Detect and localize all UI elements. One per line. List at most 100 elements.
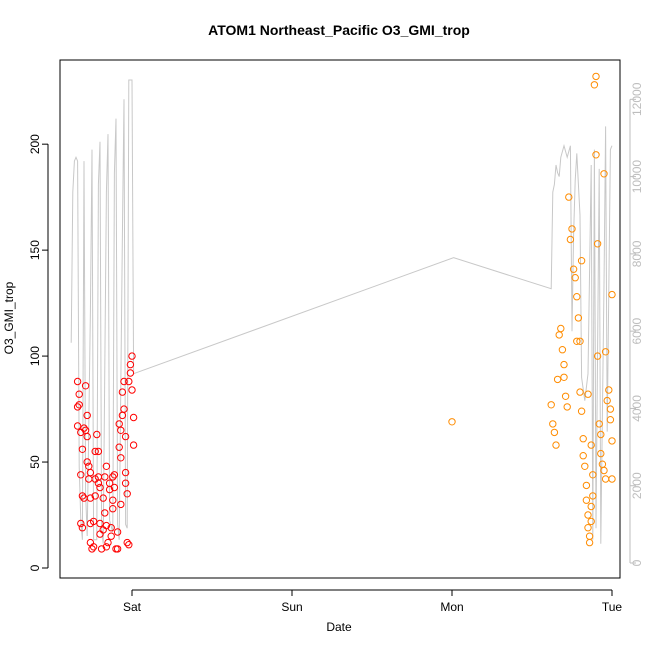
x-tick-label: Sat	[123, 600, 142, 614]
y-tick-label: 100	[28, 346, 42, 366]
data-points	[73, 72, 616, 553]
data-point-series-1	[94, 479, 103, 487]
data-point-series-1	[104, 538, 112, 547]
right-axis-line	[70, 79, 613, 544]
data-point-series-2	[600, 466, 608, 475]
data-point-series-1	[128, 386, 136, 394]
data-point-series-2	[557, 324, 565, 333]
data-point-series-1	[109, 505, 117, 513]
data-point-series-2	[589, 492, 597, 500]
data-point-series-2	[568, 225, 576, 233]
data-point-series-2	[560, 373, 568, 381]
data-point-series-1	[78, 445, 87, 453]
data-point-series-1	[115, 443, 123, 451]
data-point-series-1	[89, 517, 98, 526]
data-point-series-2	[608, 475, 616, 483]
data-point-series-2	[553, 375, 562, 384]
data-point-series-1	[117, 426, 125, 434]
data-point-series-2	[566, 235, 575, 244]
data-point-series-1	[113, 528, 122, 536]
data-point-series-1	[101, 473, 109, 481]
data-point-series-1	[113, 545, 122, 553]
data-point-series-2	[593, 352, 602, 360]
x-tick-label: Mon	[440, 600, 463, 614]
data-point-series-1	[96, 483, 104, 492]
data-point-series-1	[81, 382, 90, 390]
data-point-series-1	[107, 524, 115, 532]
data-point-series-2	[585, 538, 594, 547]
data-point-series-2	[582, 481, 591, 490]
y-tick-label: 200	[28, 134, 42, 154]
data-point-series-2	[581, 462, 589, 470]
data-point-series-2	[587, 502, 595, 511]
data-point-series-1	[83, 458, 91, 466]
data-point-series-1	[101, 509, 109, 517]
y-tick-label-right: 8000	[630, 240, 644, 267]
data-point-series-1	[123, 490, 131, 498]
data-point-series-1	[120, 405, 128, 413]
data-point-series-2	[577, 407, 586, 415]
data-point-series-1	[85, 475, 93, 483]
y-tick-label-right: 0	[630, 559, 644, 566]
data-point-series-1	[86, 538, 95, 547]
data-point-series-2	[550, 428, 559, 437]
data-point-series-1	[94, 447, 103, 456]
data-point-series-1	[117, 500, 125, 509]
data-point-series-1	[126, 369, 135, 377]
data-point-series-1	[97, 545, 106, 553]
data-point-series-2	[593, 240, 602, 248]
data-point-series-1	[105, 485, 114, 494]
data-point-series-1	[73, 403, 82, 411]
data-point-series-2	[585, 532, 594, 540]
data-point-series-1	[85, 462, 93, 470]
data-point-series-2	[597, 430, 605, 439]
data-point-series-2	[573, 337, 581, 345]
y-tick-label-right: 2000	[630, 472, 644, 499]
data-point-series-1	[77, 471, 85, 479]
data-point-series-1	[125, 377, 133, 386]
data-point-series-1	[123, 538, 131, 547]
data-point-series-1	[109, 496, 117, 504]
data-point-series-2	[565, 193, 573, 201]
data-point-series-1	[126, 360, 135, 369]
data-point-series-2	[574, 314, 583, 322]
data-point-series-1	[110, 471, 119, 479]
y-tick-label: 50	[28, 455, 42, 469]
data-point-series-2	[560, 360, 568, 369]
chart-title: ATOM1 Northeast_Pacific O3_GMI_trop	[208, 22, 470, 38]
data-point-series-1	[121, 479, 130, 487]
data-point-series-2	[606, 416, 615, 424]
data-point-series-1	[102, 462, 111, 470]
y-axis-right: 0 2000 4000 6000 8000 10000 12000	[629, 82, 644, 566]
data-point-series-2	[590, 81, 599, 89]
data-point-series-2	[606, 405, 615, 413]
data-point-series-1	[77, 519, 85, 528]
data-point-series-1	[93, 430, 101, 439]
x-tick-label: Sun	[281, 600, 302, 614]
x-tick-label: Tue	[602, 600, 623, 614]
y-axis-label: O3_GMI_trop	[2, 281, 16, 354]
data-point-series-2	[601, 475, 610, 483]
data-point-series-2	[592, 151, 600, 159]
data-point-series-1	[91, 447, 99, 456]
y-tick-label-right: 4000	[630, 395, 644, 422]
data-point-series-2	[576, 337, 584, 345]
data-point-series-1	[73, 377, 82, 386]
data-point-series-1	[102, 543, 111, 551]
y-tick-label-right: 6000	[630, 317, 644, 344]
data-point-series-2	[601, 348, 610, 356]
data-point-series-2	[558, 346, 567, 354]
data-point-series-1	[73, 422, 82, 430]
data-point-series-1	[78, 524, 87, 532]
data-point-series-1	[121, 432, 130, 441]
data-point-series-2	[600, 170, 608, 178]
data-point-series-1	[102, 521, 111, 530]
data-point-series-2	[584, 511, 592, 519]
data-point-series-2	[576, 388, 584, 396]
data-point-series-2	[592, 72, 600, 81]
data-point-series-2	[603, 396, 611, 405]
data-point-series-1	[125, 541, 133, 549]
y-tick-label-right: 12000	[630, 82, 644, 116]
data-point-series-1	[96, 519, 104, 528]
data-point-series-2	[563, 403, 571, 411]
